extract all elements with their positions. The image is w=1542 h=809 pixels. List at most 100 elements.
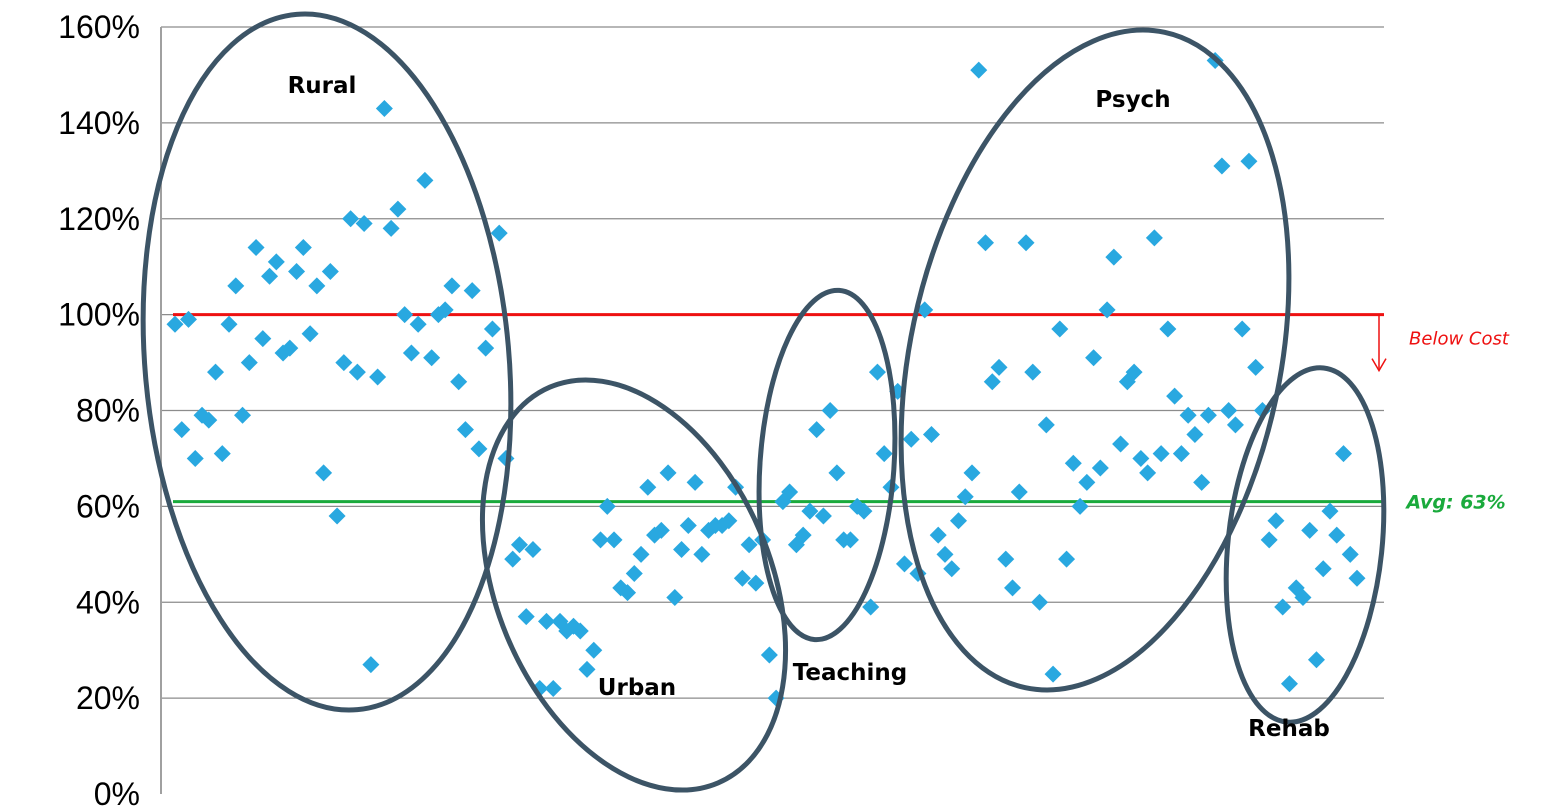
data-point bbox=[369, 368, 387, 386]
data-point bbox=[1064, 454, 1082, 472]
data-point bbox=[1314, 560, 1332, 578]
group-label-rural: Rural bbox=[288, 73, 357, 99]
data-point bbox=[1058, 550, 1076, 568]
ellipse-teaching bbox=[756, 287, 898, 643]
data-point bbox=[375, 99, 393, 117]
data-point bbox=[510, 536, 528, 554]
data-point bbox=[1051, 320, 1069, 338]
data-point bbox=[679, 517, 697, 535]
data-point bbox=[1139, 464, 1157, 482]
data-point bbox=[592, 531, 610, 549]
y-tick-label: 160% bbox=[58, 9, 140, 45]
data-point bbox=[1071, 497, 1089, 515]
data-point bbox=[949, 512, 967, 530]
data-point bbox=[173, 421, 191, 439]
data-point bbox=[267, 253, 285, 271]
data-point bbox=[929, 526, 947, 544]
data-point bbox=[1145, 229, 1163, 247]
data-point bbox=[578, 660, 596, 678]
data-point bbox=[294, 239, 312, 257]
data-point bbox=[315, 464, 333, 482]
data-point bbox=[207, 363, 225, 381]
data-point bbox=[342, 210, 360, 228]
data-point bbox=[686, 473, 704, 491]
below-cost-arrowhead bbox=[1371, 358, 1387, 373]
data-point bbox=[416, 171, 434, 189]
data-point bbox=[808, 421, 826, 439]
data-point bbox=[281, 339, 299, 357]
data-point bbox=[1125, 363, 1143, 381]
data-point bbox=[828, 464, 846, 482]
data-point bbox=[720, 512, 738, 530]
data-point bbox=[1294, 588, 1312, 606]
ellipse-rehab bbox=[1223, 365, 1387, 725]
data-point bbox=[639, 478, 657, 496]
group-label-urban: Urban bbox=[598, 675, 676, 701]
data-point bbox=[396, 306, 414, 324]
data-point bbox=[855, 502, 873, 520]
data-point bbox=[1280, 675, 1298, 693]
data-point bbox=[1321, 502, 1339, 520]
data-point bbox=[348, 363, 366, 381]
data-point bbox=[463, 282, 481, 300]
data-point bbox=[321, 262, 339, 280]
data-point bbox=[943, 560, 961, 578]
data-point bbox=[733, 569, 751, 587]
data-point bbox=[1010, 483, 1028, 501]
data-point bbox=[1004, 579, 1022, 597]
data-point bbox=[1037, 416, 1055, 434]
data-point bbox=[625, 564, 643, 582]
data-point bbox=[1267, 512, 1285, 530]
data-point bbox=[240, 354, 258, 372]
data-point bbox=[409, 315, 427, 333]
data-point bbox=[1091, 459, 1109, 477]
data-point bbox=[970, 61, 988, 79]
data-point bbox=[841, 531, 859, 549]
data-point bbox=[308, 277, 326, 295]
data-point bbox=[1220, 402, 1238, 419]
data-point bbox=[436, 301, 454, 319]
y-tick-label: 120% bbox=[58, 201, 140, 237]
data-point bbox=[1105, 248, 1123, 266]
data-point bbox=[1172, 445, 1190, 463]
data-point bbox=[450, 373, 468, 391]
data-point bbox=[443, 277, 461, 295]
data-point bbox=[456, 421, 474, 439]
data-point bbox=[1017, 234, 1035, 252]
group-label-psych: Psych bbox=[1095, 87, 1170, 113]
average-label: Avg: 63% bbox=[1404, 492, 1505, 514]
data-point bbox=[544, 680, 562, 698]
data-point bbox=[571, 622, 589, 640]
y-tick-label: 20% bbox=[76, 680, 140, 716]
data-point bbox=[1328, 526, 1346, 544]
y-tick-label: 0% bbox=[94, 776, 140, 809]
data-point bbox=[652, 521, 670, 539]
data-points bbox=[166, 52, 1366, 707]
data-point bbox=[801, 502, 819, 520]
data-point bbox=[180, 310, 198, 328]
data-point bbox=[497, 449, 515, 467]
y-axis-tick-labels: 0% 20% 40% 60% 80% 100% 120% 140% 160% bbox=[58, 9, 140, 809]
data-point bbox=[895, 555, 913, 573]
data-point bbox=[1085, 349, 1103, 367]
data-point bbox=[254, 330, 272, 348]
group-label-teaching: Teaching bbox=[793, 660, 907, 686]
data-point bbox=[301, 325, 319, 343]
data-point bbox=[490, 224, 508, 242]
data-point bbox=[1199, 406, 1217, 424]
data-point bbox=[470, 440, 488, 458]
y-tick-label: 100% bbox=[58, 297, 140, 333]
data-point bbox=[794, 526, 812, 544]
data-point bbox=[517, 608, 535, 626]
ellipse-rural bbox=[140, 11, 514, 713]
data-point bbox=[1132, 449, 1150, 467]
data-point bbox=[1334, 445, 1352, 463]
data-point bbox=[1213, 157, 1231, 175]
data-point bbox=[1233, 320, 1251, 338]
data-point bbox=[1226, 416, 1244, 434]
data-point bbox=[868, 363, 886, 381]
data-point bbox=[585, 641, 603, 659]
data-point bbox=[821, 402, 839, 419]
data-point bbox=[963, 464, 981, 482]
data-point bbox=[747, 574, 765, 592]
